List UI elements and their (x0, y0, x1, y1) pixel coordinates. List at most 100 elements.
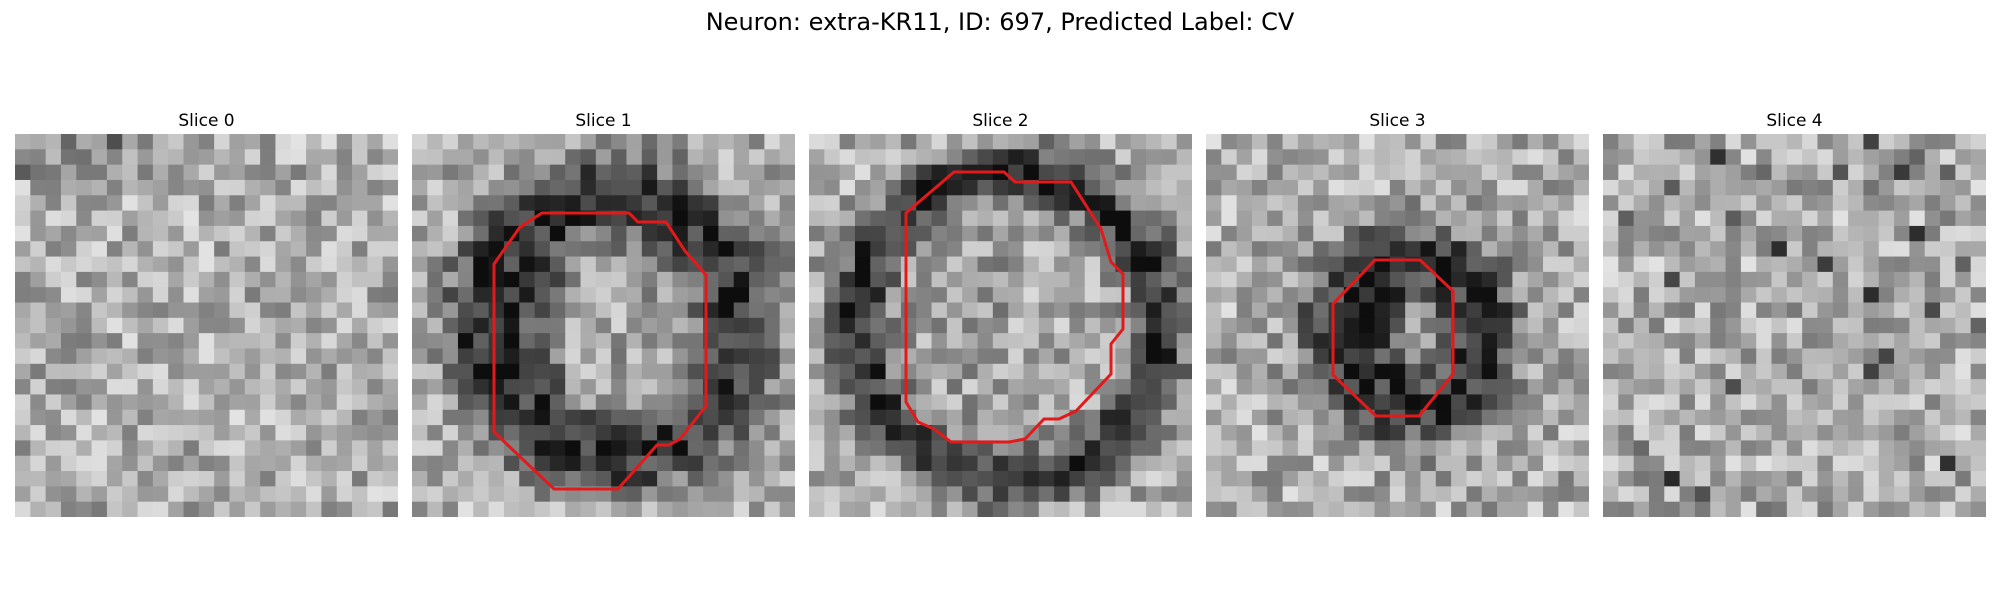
image-pixel (244, 425, 261, 441)
image-pixel (1251, 164, 1268, 181)
image-pixel (1206, 134, 1222, 150)
image-pixel (1313, 317, 1329, 334)
image-pixel (152, 225, 169, 242)
image-pixel (854, 287, 871, 303)
image-pixel (595, 425, 612, 441)
image-pixel (1756, 440, 1772, 457)
image-pixel (336, 379, 353, 395)
image-pixel (885, 179, 902, 196)
image-pixel (45, 455, 62, 472)
image-pixel (1251, 271, 1268, 288)
image-pixel (595, 317, 612, 334)
image-pixel (1115, 455, 1132, 472)
image-pixel (1894, 379, 1910, 395)
image-pixel (1466, 179, 1483, 196)
image-pixel (290, 471, 307, 487)
image-pixel (1618, 149, 1635, 166)
image-pixel (1161, 287, 1178, 303)
image-pixel (1756, 149, 1772, 166)
image-pixel (1740, 164, 1757, 181)
image-pixel (214, 149, 230, 166)
image-pixel (152, 134, 169, 150)
image-pixel (1558, 363, 1575, 380)
image-pixel (733, 302, 750, 319)
image-pixel (1008, 241, 1024, 257)
image-pixel (946, 471, 963, 487)
image-pixel (106, 363, 123, 380)
image-pixel (992, 134, 1009, 150)
image-pixel (1267, 425, 1283, 441)
image-pixel (457, 134, 474, 150)
image-pixel (427, 241, 444, 257)
image-pixel (1023, 486, 1040, 503)
image-pixel (1863, 394, 1880, 411)
image-pixel (657, 409, 673, 426)
image-pixel (733, 501, 750, 517)
image-pixel (1497, 440, 1513, 457)
image-pixel (106, 317, 123, 334)
image-pixel (626, 486, 643, 503)
image-pixel (442, 501, 459, 517)
image-pixel (1221, 271, 1238, 288)
image-pixel (244, 363, 261, 380)
image-pixel (1343, 149, 1360, 166)
image-pixel (992, 195, 1009, 211)
image-pixel (1894, 440, 1910, 457)
image-pixel (1008, 333, 1024, 349)
image-pixel (382, 348, 398, 365)
image-pixel (1008, 179, 1024, 196)
image-pixel (306, 210, 322, 227)
image-pixel (427, 486, 444, 503)
image-pixel (15, 210, 31, 227)
image-pixel (1756, 302, 1772, 319)
image-pixel (1130, 317, 1147, 334)
image-pixel (137, 256, 154, 273)
image-pixel (1084, 348, 1101, 365)
image-pixel (1618, 486, 1635, 503)
image-pixel (1328, 425, 1345, 441)
image-pixel (809, 302, 825, 319)
image-pixel (45, 440, 62, 457)
image-pixel (580, 302, 597, 319)
image-pixel (1176, 134, 1192, 150)
image-pixel (733, 471, 750, 487)
image-pixel (427, 425, 444, 441)
image-pixel (229, 333, 246, 349)
image-pixel (565, 195, 581, 211)
image-pixel (367, 471, 384, 487)
image-pixel (1466, 317, 1483, 334)
image-pixel (1161, 195, 1178, 211)
image-pixel (962, 179, 978, 196)
image-pixel (1832, 333, 1849, 349)
image-pixel (1374, 164, 1391, 181)
image-pixel (45, 149, 62, 166)
image-pixel (1543, 486, 1559, 503)
image-pixel (352, 394, 368, 411)
image-pixel (1359, 471, 1375, 487)
image-pixel (1206, 363, 1222, 380)
image-pixel (1710, 287, 1726, 303)
image-pixel (1069, 302, 1086, 319)
image-pixel (1054, 486, 1070, 503)
image-pixel (1694, 440, 1711, 457)
image-pixel (1267, 271, 1283, 288)
image-pixel (1054, 501, 1070, 517)
image-pixel (1558, 210, 1575, 227)
image-pixel (152, 455, 169, 472)
image-pixel (1909, 302, 1926, 319)
image-pixel (1694, 287, 1711, 303)
image-pixel (15, 440, 31, 457)
image-pixel (1359, 287, 1375, 303)
image-pixel (290, 256, 307, 273)
image-pixel (1115, 179, 1132, 196)
image-pixel (1878, 241, 1895, 257)
image-pixel (718, 225, 735, 242)
image-pixel (1008, 379, 1024, 395)
image-pixel (260, 149, 276, 166)
image-pixel (1863, 333, 1880, 349)
image-pixel (260, 379, 276, 395)
image-pixel (152, 409, 169, 426)
image-pixel (1282, 409, 1299, 426)
image-pixel (1710, 425, 1726, 441)
image-pixel (900, 471, 917, 487)
